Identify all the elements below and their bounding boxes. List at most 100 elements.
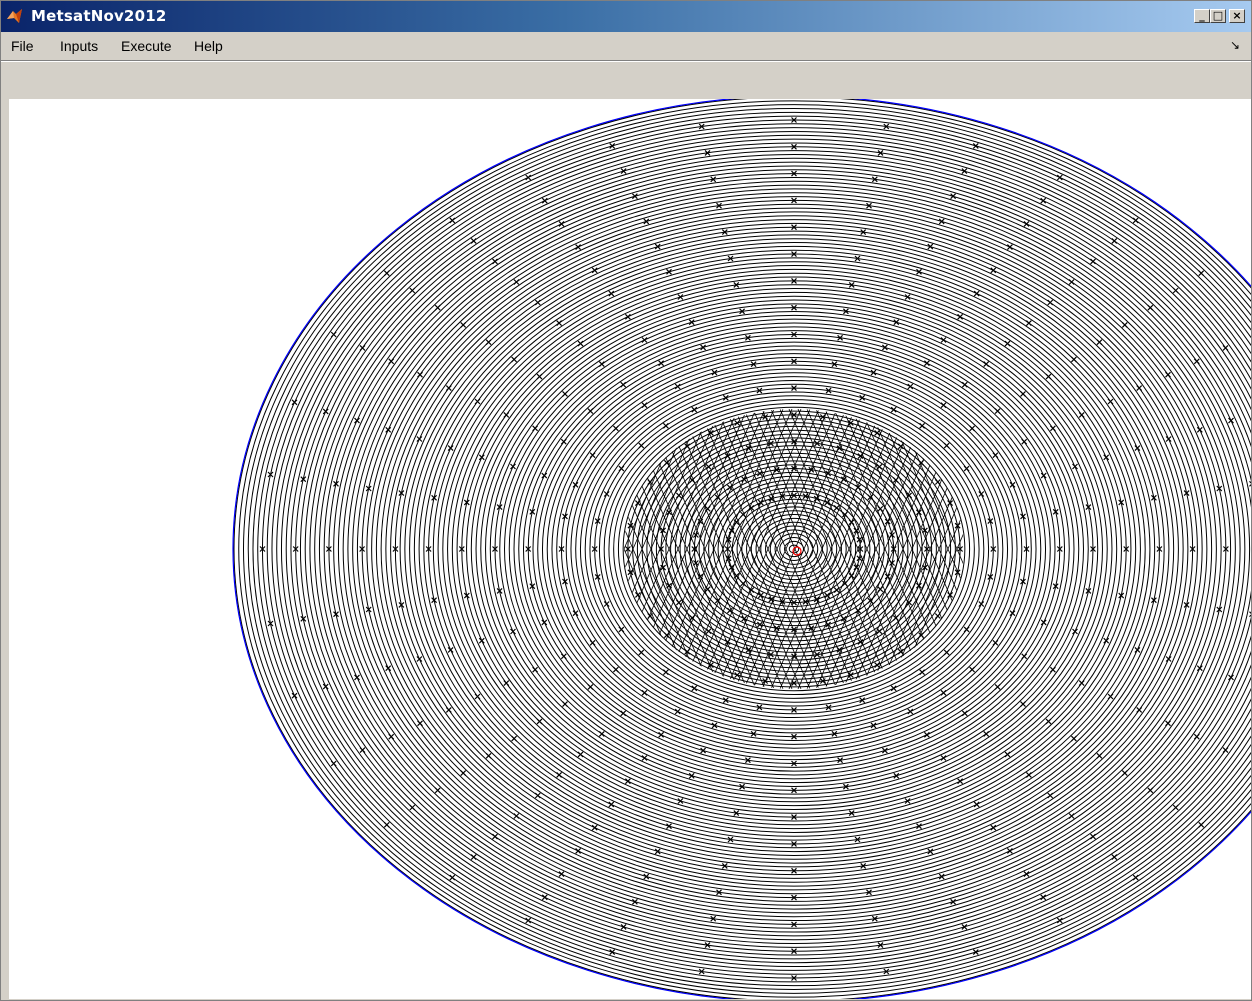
scan-marker [658,731,665,738]
scan-marker [591,824,598,831]
close-button[interactable]: × [1229,9,1245,23]
scan-marker [768,495,775,502]
scan-ring [309,157,1251,941]
scan-marker [638,442,645,449]
scan-marker [990,267,997,274]
title-bar[interactable]: MetsatNov2012 _ □ × [1,1,1251,32]
scan-marker [779,493,786,500]
scan-marker [836,646,843,653]
scan-marker [259,546,266,552]
scan-marker [1111,854,1118,861]
scan-marker [940,337,947,343]
scan-marker [904,294,911,300]
scan-marker [762,414,769,420]
scan-marker [1085,587,1092,594]
scan-marker [1072,463,1078,470]
menu-execute[interactable]: Execute [121,38,172,54]
scan-marker [392,546,399,552]
scan-marker [919,422,926,429]
scan-ring [290,142,1251,956]
scan-marker [808,625,815,632]
menu-help[interactable]: Help [194,38,223,54]
scan-marker [961,710,968,717]
scan-marker [837,757,844,764]
scan-marker [558,546,565,552]
scan-marker [1228,674,1234,681]
scan-ring [755,517,833,581]
scan-marker [957,778,964,785]
scan-marker [934,479,941,485]
scan-marker [300,476,307,483]
scan-marker [724,638,731,645]
scan-marker [791,840,797,847]
scan-marker [618,626,625,633]
scan-marker [990,546,997,552]
maximize-button[interactable]: □ [1210,9,1226,23]
figure-canvas[interactable] [9,99,1251,999]
scan-marker [1078,411,1085,418]
scan-marker [589,452,596,459]
scan-marker [847,420,854,426]
scan-marker [434,304,441,311]
scan-marker [634,500,641,507]
scan-marker [733,519,740,526]
minimize-button[interactable]: _ [1194,9,1210,23]
scan-ring [243,104,1251,994]
scan-marker [1090,258,1096,265]
scan-marker [365,485,372,492]
hatch-line [734,409,856,689]
scan-marker [893,319,900,326]
scan-marker [620,381,627,388]
scan-marker [1222,747,1229,754]
hatch-line [716,409,838,689]
coverage-boundary [232,99,1251,999]
hatch-line [662,409,784,689]
scan-marker [417,371,423,378]
menu-inputs[interactable]: Inputs [60,38,99,54]
scan-ring [698,471,890,627]
inner-hatch-region [624,409,964,689]
scan-marker [741,615,748,622]
scan-marker [383,821,390,828]
scan-marker [447,646,454,653]
scan-ring [537,341,1051,757]
hatch-line [869,409,964,689]
scan-marker [562,578,568,585]
scan-marker [791,975,797,981]
scan-marker [1023,546,1030,552]
scan-marker [853,527,860,534]
scan-marker [1103,454,1110,461]
scan-marker [692,532,699,538]
scan-marker [739,783,746,790]
scan-marker [684,443,691,450]
hatch-line [806,409,928,689]
scan-marker [700,747,707,754]
hatch-line [725,409,847,689]
scan-marker [1165,656,1172,662]
scan-marker [704,586,711,593]
scan-marker [921,527,928,534]
scan-ring [779,537,809,561]
scan-marker [874,429,881,436]
hatch-line [689,409,811,689]
hatch-line [624,409,694,689]
menu-file[interactable]: File [11,38,34,54]
hatch-line [896,409,964,689]
scan-marker [1040,472,1047,479]
scan-marker [1068,279,1075,285]
scan-marker [877,586,884,593]
scan-marker [856,536,863,543]
scan-marker [1047,792,1054,799]
scan-marker [591,267,598,274]
scan-pattern-plot[interactable] [9,99,1251,999]
scan-marker [677,798,684,804]
scan-marker [907,708,914,715]
scan-marker [884,573,891,580]
hatch-line [779,409,901,689]
scan-marker [447,445,454,452]
scan-marker [1040,619,1047,626]
scan-ring [409,238,1179,860]
dock-arrow-icon[interactable]: ↘ [1230,38,1241,52]
scan-marker [511,735,518,742]
scan-marker [889,532,896,538]
